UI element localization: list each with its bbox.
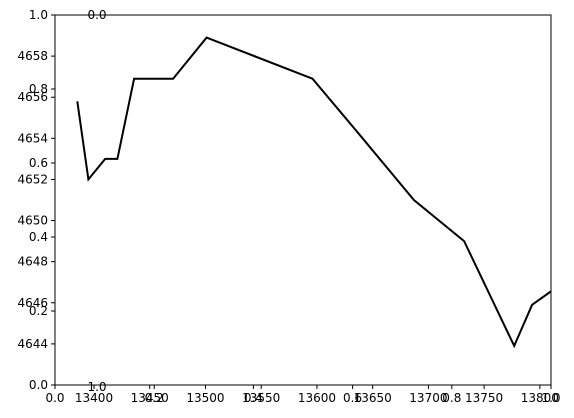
y-tick-label-0: 4644 — [17, 337, 48, 351]
axes: 0.0 0.2 0.4 0.6 0.8 1.00.00.20.40.60.81.01340… — [17, 8, 560, 405]
axes-frame — [54, 14, 552, 386]
stray-label-0: 0.0 — [87, 8, 106, 22]
overlay-x-tick-label-3: 0.6 — [343, 391, 362, 405]
overlay-x-tick-label-1: 0.2 — [145, 391, 164, 405]
y-tick-label-5: 4654 — [17, 131, 48, 145]
overlay-y-tick-label-5: 1.0 — [29, 8, 48, 22]
y-tick-label-2: 4648 — [17, 255, 48, 269]
y-tick-label-3: 4650 — [17, 214, 48, 228]
overlay-y-tick-label-3: 0.6 — [29, 156, 48, 170]
overlay-y-tick-label-0: 0.0 — [29, 378, 48, 392]
y-tick-label-7: 4658 — [17, 49, 48, 63]
x-tick-label-8: 13800 — [521, 391, 559, 405]
overlay-x-tick-label-5: 1.0 — [541, 391, 560, 405]
series-line-0 — [76, 36, 551, 349]
overlay-y-tick-label-1: 0.2 — [29, 304, 48, 318]
x-tick-label-7: 13750 — [465, 391, 503, 405]
x-tick-label-0: 13400 — [75, 391, 113, 405]
x-tick-label-4: 13600 — [298, 391, 336, 405]
overlay-y-tick-label-4: 0.8 — [29, 82, 48, 96]
y-tick-label-1: 4646 — [17, 296, 48, 310]
y-tick-label-6: 4656 — [17, 90, 48, 104]
stray-label-1: 1.0 — [87, 380, 106, 394]
overlay-x-tick-label-2: 0.4 — [244, 391, 263, 405]
x-tick-label-6: 13700 — [409, 391, 447, 405]
overlay-x-tick-label-0: 0.0 — [45, 391, 64, 405]
y-tick-label-4: 4652 — [17, 172, 48, 186]
overlay-x-tick-label-4: 0.8 — [442, 391, 461, 405]
overlay-y-tick-label-2: 0.4 — [29, 230, 48, 244]
x-tick-label-3: 13550 — [242, 391, 280, 405]
x-tick-label-2: 13500 — [186, 391, 224, 405]
plot-marks — [76, 36, 551, 349]
x-tick-label-1: 13450 — [131, 391, 169, 405]
x-tick-label-5: 13650 — [354, 391, 392, 405]
